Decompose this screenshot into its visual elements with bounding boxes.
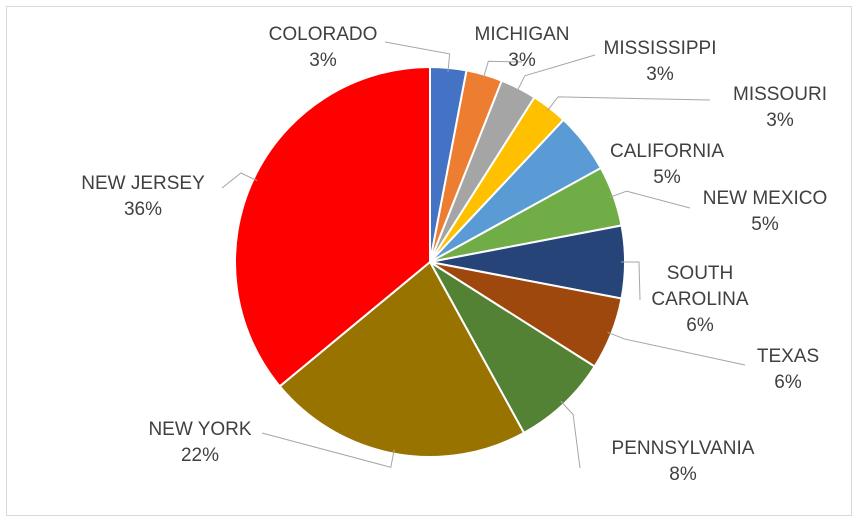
category-label: COLORADO	[268, 24, 378, 45]
leader-line	[607, 331, 746, 366]
leader-line	[221, 172, 258, 189]
data-label: MISSISSIPPI 3%	[585, 36, 735, 88]
category-label: NEW JERSEY	[81, 173, 205, 194]
leader-line	[516, 54, 596, 93]
value-label: 5%	[751, 214, 779, 235]
value-label: 6%	[686, 315, 714, 336]
category-label: NEW YORK	[148, 419, 252, 440]
value-label: 3%	[309, 50, 337, 71]
data-label: PENNSYLVANIA 8%	[598, 436, 768, 488]
category-label: CALIFORNIA	[609, 141, 725, 162]
chart-frame	[6, 6, 852, 516]
category-label: MISSISSIPPI	[603, 38, 717, 59]
data-label: MICHIGAN 3%	[457, 22, 587, 74]
category-label: SOUTH CAROLINA	[651, 263, 749, 310]
leader-line	[546, 96, 711, 112]
leader-line	[261, 432, 395, 468]
leader-line	[621, 261, 641, 301]
data-label: NEW YORK 22%	[135, 417, 265, 469]
category-label: TEXAS	[756, 346, 820, 367]
value-label: 5%	[653, 167, 681, 188]
category-label: NEW MEXICO	[702, 188, 828, 209]
data-label: TEXAS 6%	[748, 344, 828, 396]
value-label: 22%	[180, 445, 220, 466]
category-label: PENNSYLVANIA	[611, 438, 755, 459]
leader-line	[384, 41, 451, 72]
data-label: NEW JERSEY 36%	[68, 171, 218, 223]
value-label: 3%	[646, 64, 674, 85]
category-label: MISSOURI	[733, 84, 827, 105]
data-label: COLORADO 3%	[253, 22, 393, 74]
value-label: 36%	[123, 199, 163, 220]
value-label: 8%	[669, 464, 697, 485]
leader-line	[560, 400, 581, 469]
data-label: CALIFORNIA 5%	[592, 139, 742, 191]
leader-line	[482, 60, 523, 79]
category-label: MICHIGAN	[474, 24, 570, 45]
value-label: 3%	[508, 50, 536, 71]
data-label: NEW MEXICO 5%	[680, 186, 850, 238]
data-label: SOUTH CAROLINA 6%	[645, 261, 755, 339]
value-label: 3%	[766, 110, 794, 131]
data-label: MISSOURI 3%	[715, 82, 845, 134]
leader-line	[609, 190, 691, 209]
value-label: 6%	[774, 372, 802, 393]
